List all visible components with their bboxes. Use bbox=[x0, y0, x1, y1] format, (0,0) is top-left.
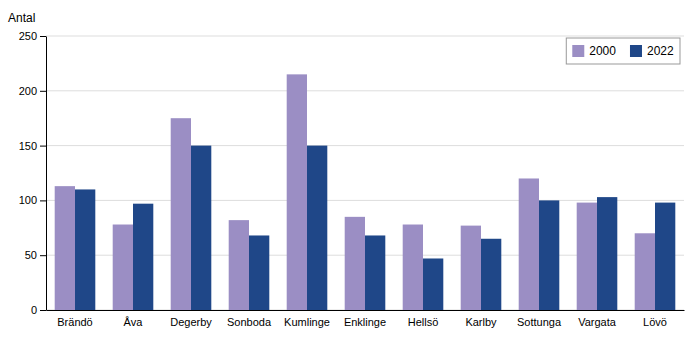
y-axis: 0 50 100 150 200 250 bbox=[19, 30, 47, 316]
bar bbox=[307, 146, 327, 310]
y-tick: 0 bbox=[31, 304, 46, 316]
bar bbox=[191, 146, 211, 310]
y-axis-line bbox=[46, 37, 47, 311]
x-tick-label: Degerby bbox=[170, 316, 212, 328]
legend-swatch bbox=[572, 45, 584, 57]
bar bbox=[113, 225, 133, 310]
x-tick: Karlby bbox=[465, 310, 497, 328]
x-tick: Sottunga bbox=[517, 310, 562, 328]
legend-frame bbox=[566, 38, 680, 64]
y-tick: 250 bbox=[19, 30, 46, 42]
bar bbox=[519, 178, 539, 310]
bar bbox=[171, 118, 191, 310]
bar bbox=[133, 204, 153, 310]
plot: 0 50 100 150 200 250 Brändö Åva Degerby Sonboda Ku… bbox=[19, 30, 685, 328]
grid-line bbox=[46, 145, 684, 146]
bar bbox=[635, 233, 655, 310]
bar bbox=[403, 225, 423, 310]
bar bbox=[461, 226, 481, 310]
bar bbox=[655, 203, 675, 310]
y-tick: 50 bbox=[25, 249, 46, 261]
bar bbox=[423, 258, 443, 310]
legend-item: 2000 bbox=[572, 44, 616, 58]
legend: 2000 2022 bbox=[566, 38, 680, 64]
bars bbox=[55, 74, 676, 310]
y-tick-label: 200 bbox=[19, 85, 37, 97]
bar bbox=[481, 239, 501, 310]
y-tick: 150 bbox=[19, 140, 46, 152]
y-tick-mark bbox=[40, 146, 46, 147]
y-tick-label: 150 bbox=[19, 140, 37, 152]
x-axis-line bbox=[47, 310, 685, 311]
y-tick-mark bbox=[40, 310, 46, 311]
y-axis-title: Antal bbox=[8, 11, 35, 25]
y-tick-mark bbox=[40, 91, 46, 92]
x-tick-label: Vargata bbox=[578, 316, 617, 328]
grid-line bbox=[46, 90, 684, 91]
x-tick-label: Karlby bbox=[465, 316, 497, 328]
bar bbox=[345, 217, 365, 310]
y-tick-mark bbox=[40, 255, 46, 256]
grid-line bbox=[46, 200, 684, 201]
bar bbox=[287, 74, 307, 310]
bar bbox=[597, 197, 617, 310]
x-tick-label: Lövö bbox=[643, 316, 667, 328]
legend-label: 2000 bbox=[589, 44, 616, 58]
y-tick-mark bbox=[40, 200, 46, 201]
legend-swatch bbox=[630, 45, 642, 57]
legend-item: 2022 bbox=[630, 44, 674, 58]
x-tick-label: Åva bbox=[124, 316, 144, 328]
x-tick-label: Enklinge bbox=[344, 316, 386, 328]
bar-series bbox=[55, 74, 655, 310]
x-tick: Enklinge bbox=[344, 310, 386, 328]
x-tick-label: Sottunga bbox=[517, 316, 562, 328]
y-tick-label: 50 bbox=[25, 249, 37, 261]
bar bbox=[229, 220, 249, 310]
x-tick-label: Kumlinge bbox=[284, 316, 330, 328]
y-tick-mark bbox=[40, 36, 46, 37]
bar bbox=[75, 189, 95, 310]
x-tick-label: Hellsö bbox=[408, 316, 439, 328]
x-tick: Lövö bbox=[643, 310, 667, 328]
x-tick: Åva bbox=[124, 310, 144, 328]
chart: 0 50 100 150 200 250 Brändö Åva Degerby Sonboda Ku… bbox=[0, 0, 700, 340]
bar bbox=[55, 186, 75, 310]
x-tick: Vargata bbox=[578, 310, 617, 328]
legend-label: 2022 bbox=[647, 44, 674, 58]
y-tick-label: 0 bbox=[31, 304, 37, 316]
x-tick-label: Brändö bbox=[57, 316, 92, 328]
x-tick: Hellsö bbox=[408, 310, 439, 328]
bar-series bbox=[75, 146, 675, 310]
bar bbox=[539, 200, 559, 310]
grid-line bbox=[46, 36, 684, 37]
y-tick-label: 250 bbox=[19, 30, 37, 42]
x-tick: Brändö bbox=[57, 310, 92, 328]
bar bbox=[577, 203, 597, 310]
x-axis: Brändö Åva Degerby Sonboda Kumlinge Enklinge H… bbox=[47, 310, 685, 328]
y-tick-label: 100 bbox=[19, 194, 37, 206]
bar bbox=[249, 235, 269, 310]
x-tick: Sonboda bbox=[227, 310, 272, 328]
y-tick: 100 bbox=[19, 194, 46, 206]
y-tick: 200 bbox=[19, 85, 46, 97]
x-tick: Degerby bbox=[170, 310, 212, 328]
x-tick: Kumlinge bbox=[284, 310, 330, 328]
bar bbox=[365, 235, 385, 310]
grid bbox=[46, 36, 684, 310]
x-tick-label: Sonboda bbox=[227, 316, 272, 328]
